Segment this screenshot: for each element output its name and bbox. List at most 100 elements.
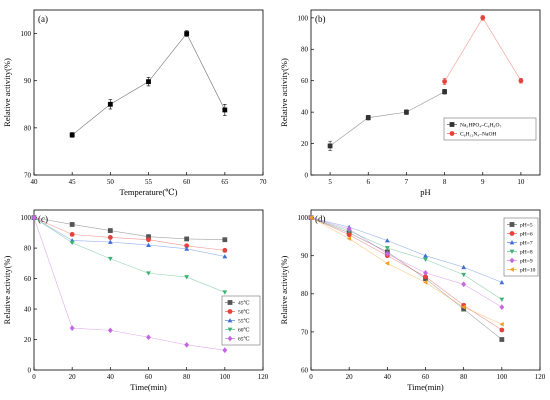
x-tick-label: 40 <box>107 373 115 381</box>
data-point <box>184 243 190 249</box>
data-point <box>461 272 467 278</box>
legend-label: pH=5 <box>520 223 533 229</box>
y-tick-label: 20 <box>301 140 309 148</box>
data-point <box>146 271 151 276</box>
series-line <box>444 17 522 82</box>
series-6 <box>308 215 504 327</box>
data-point <box>346 226 352 232</box>
legend-label: Na₂HPO₄–C₆H₈O₇ <box>460 123 501 129</box>
y-axis-title: Relative activity(%) <box>279 58 289 127</box>
data-point <box>222 347 228 354</box>
legend-label: pH=10 <box>520 268 536 274</box>
data-point <box>442 79 447 84</box>
series-2 <box>31 215 228 253</box>
x-tick-label: 8 <box>443 178 447 186</box>
series-line <box>33 217 225 257</box>
data-point <box>31 214 37 221</box>
data-point <box>184 236 190 242</box>
data-point <box>222 290 228 295</box>
x-tick-label: 20 <box>346 373 354 381</box>
data-point <box>499 327 505 333</box>
data-point <box>384 238 390 243</box>
legend-label: 55℃ <box>238 318 250 325</box>
x-tick-label: 100 <box>497 373 508 381</box>
data-point <box>499 297 505 302</box>
x-tick-label: 40 <box>384 373 392 381</box>
legend-label: 60℃ <box>238 327 250 334</box>
legend-marker <box>509 240 515 245</box>
x-tick-label: 0 <box>32 373 36 381</box>
y-tick-label: 100 <box>298 214 309 222</box>
data-point <box>327 143 333 149</box>
data-point <box>222 237 228 243</box>
y-tick-label: 60 <box>301 366 309 374</box>
legend-marker <box>449 122 455 127</box>
data-point <box>184 341 190 348</box>
x-tick-label: 65 <box>221 178 229 186</box>
data-point <box>423 253 428 258</box>
y-tick-label: 40 <box>301 109 309 117</box>
legend-marker <box>509 267 514 272</box>
data-point <box>346 232 352 238</box>
data-point <box>69 325 75 331</box>
data-point <box>222 107 228 113</box>
legend-marker <box>449 131 455 136</box>
data-point <box>184 246 190 251</box>
x-tick-label: 60 <box>145 373 153 381</box>
data-point <box>365 115 371 121</box>
series-line <box>33 217 225 293</box>
x-tick-label: 80 <box>460 373 468 381</box>
data-point <box>184 275 190 280</box>
data-point <box>222 254 228 259</box>
series-line <box>33 217 225 251</box>
y-tick-label: 80 <box>24 124 32 132</box>
data-point <box>146 79 151 85</box>
series-line <box>310 217 503 340</box>
series-line <box>33 217 225 351</box>
y-tick-label: 20 <box>24 336 32 344</box>
legend-marker <box>227 300 233 305</box>
x-tick-label: 120 <box>258 373 269 381</box>
y-tick-label: 40 <box>24 305 32 313</box>
legend-label: 45℃ <box>238 300 250 307</box>
series-2 <box>308 215 505 333</box>
x-tick-label: 55 <box>145 178 153 186</box>
y-tick-label: 90 <box>24 77 32 85</box>
data-point <box>442 89 447 95</box>
x-tick-label: 20 <box>69 373 77 381</box>
x-tick-label: 0 <box>309 373 313 381</box>
y-tick-label: 80 <box>301 290 309 298</box>
data-point <box>69 222 75 227</box>
y-axis-title: Relative activity(%) <box>2 255 12 324</box>
series-line <box>310 217 502 283</box>
data-point <box>423 257 428 262</box>
x-tick-label: 70 <box>260 178 268 186</box>
series-line <box>310 217 502 308</box>
legend-label: pH=7 <box>520 241 533 247</box>
y-tick-label: 0 <box>28 366 32 374</box>
x-axis-title: Temperature(℃) <box>120 187 178 197</box>
data-point <box>107 101 113 107</box>
y-axis-title: Relative activity(%) <box>2 58 12 127</box>
x-axis-title: Time(min) <box>407 382 444 392</box>
y-tick-label: 70 <box>24 171 32 179</box>
data-point <box>146 242 151 247</box>
data-point <box>461 264 467 270</box>
y-tick-label: 80 <box>301 46 309 54</box>
data-point <box>69 240 75 246</box>
series-1 <box>327 89 447 151</box>
data-point <box>384 260 390 266</box>
series-4 <box>31 215 228 295</box>
plot-frame <box>33 209 264 371</box>
data-point <box>499 337 505 342</box>
y-tick-label: 60 <box>301 77 309 85</box>
y-tick-label: 0 <box>305 171 309 179</box>
x-tick-label: 40 <box>31 178 39 186</box>
data-point <box>461 306 467 312</box>
x-tick-label: 5 <box>328 178 332 186</box>
data-point <box>461 281 467 288</box>
series-line <box>310 217 502 325</box>
chart-panel-4: 0 20 40 60 80 100 120 60 70 80 90 100 Time(min) Relat… <box>279 209 546 392</box>
